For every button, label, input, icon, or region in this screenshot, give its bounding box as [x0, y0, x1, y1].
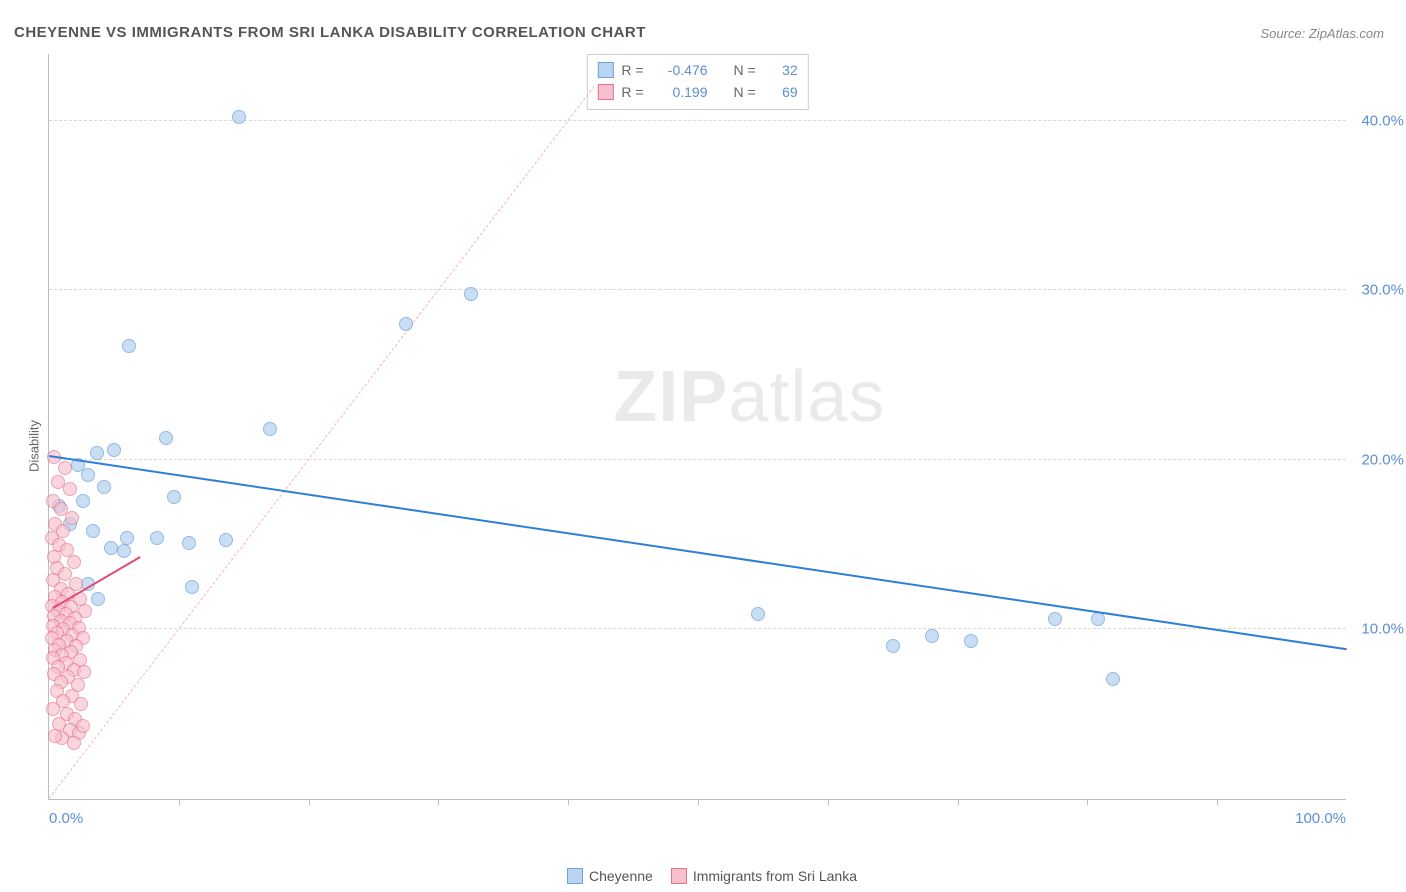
y-axis-label: Disability — [27, 420, 42, 472]
scatter-point — [232, 110, 246, 124]
scatter-point — [67, 555, 81, 569]
stat-r-value: -0.476 — [652, 59, 708, 81]
scatter-point — [1106, 672, 1120, 686]
scatter-point — [122, 339, 136, 353]
source-prefix: Source: — [1260, 26, 1308, 41]
scatter-point — [58, 461, 72, 475]
x-tick — [1087, 799, 1088, 805]
stat-n-label: N = — [734, 59, 756, 81]
scatter-point — [76, 494, 90, 508]
x-tick — [958, 799, 959, 805]
scatter-point — [67, 736, 81, 750]
scatter-point — [76, 719, 90, 733]
scatter-point — [159, 431, 173, 445]
legend-swatch — [597, 62, 613, 78]
scatter-point — [1091, 612, 1105, 626]
scatter-point — [964, 634, 978, 648]
scatter-point — [65, 511, 79, 525]
x-tick — [1217, 799, 1218, 805]
stat-n-value: 69 — [764, 81, 798, 103]
y-tick-label: 40.0% — [1350, 112, 1404, 129]
scatter-point — [399, 317, 413, 331]
scatter-point — [263, 422, 277, 436]
y-tick-label: 20.0% — [1350, 451, 1404, 468]
x-tick — [309, 799, 310, 805]
stats-box: R = -0.476 N = 32 R = 0.199 N = 69 — [586, 54, 808, 110]
scatter-point — [46, 702, 60, 716]
scatter-point — [91, 592, 105, 606]
x-axis-label: 100.0% — [1295, 810, 1346, 827]
source-link[interactable]: ZipAtlas.com — [1309, 26, 1384, 41]
legend-swatch — [671, 868, 687, 884]
plot-area: R =-0.476N =32R =0.199N =69 ZIPatlas 10.… — [48, 54, 1346, 800]
trend-line — [49, 86, 595, 799]
scatter-point — [167, 490, 181, 504]
trend-line — [49, 455, 1347, 650]
chart-title: CHEYENNE VS IMMIGRANTS FROM SRI LANKA DI… — [14, 24, 646, 41]
scatter-point — [182, 536, 196, 550]
legend-label: Immigrants from Sri Lanka — [693, 868, 857, 884]
scatter-point — [219, 533, 233, 547]
scatter-point — [1048, 612, 1062, 626]
legend-swatch — [567, 868, 583, 884]
scatter-point — [97, 480, 111, 494]
scatter-point — [86, 524, 100, 538]
scatter-point — [117, 544, 131, 558]
scatter-point — [886, 639, 900, 653]
stats-row: R = 0.199 N = 69 — [597, 81, 797, 103]
gridline-h — [49, 289, 1346, 290]
y-tick-label: 30.0% — [1350, 282, 1404, 299]
scatter-point — [104, 541, 118, 555]
scatter-point — [48, 729, 62, 743]
legend-label: Cheyenne — [589, 868, 653, 884]
scatter-point — [81, 468, 95, 482]
stat-r-label: R = — [621, 81, 643, 103]
stat-n-label: N = — [734, 81, 756, 103]
x-axis-label: 0.0% — [49, 810, 83, 827]
stat-n-value: 32 — [764, 59, 798, 81]
watermark: ZIPatlas — [613, 356, 885, 438]
scatter-point — [90, 446, 104, 460]
stats-row: R = -0.476 N = 32 — [597, 59, 797, 81]
stat-r-value: 0.199 — [652, 81, 708, 103]
legend-swatch — [597, 84, 613, 100]
source-attribution: Source: ZipAtlas.com — [1260, 26, 1384, 41]
x-tick — [438, 799, 439, 805]
scatter-point — [925, 629, 939, 643]
legend-bottom: Cheyenne Immigrants from Sri Lanka — [0, 868, 1406, 884]
watermark-bold: ZIP — [613, 357, 728, 437]
x-tick — [698, 799, 699, 805]
scatter-point — [107, 443, 121, 457]
stat-r-label: R = — [621, 59, 643, 81]
scatter-point — [185, 580, 199, 594]
scatter-point — [120, 531, 134, 545]
y-tick-label: 10.0% — [1350, 621, 1404, 638]
scatter-point — [464, 287, 478, 301]
gridline-h — [49, 628, 1346, 629]
watermark-rest: atlas — [728, 357, 885, 437]
scatter-point — [77, 665, 91, 679]
scatter-point — [63, 482, 77, 496]
scatter-point — [751, 607, 765, 621]
x-tick — [828, 799, 829, 805]
x-tick — [179, 799, 180, 805]
gridline-h — [49, 459, 1346, 460]
scatter-point — [74, 697, 88, 711]
scatter-point — [150, 531, 164, 545]
x-tick — [568, 799, 569, 805]
